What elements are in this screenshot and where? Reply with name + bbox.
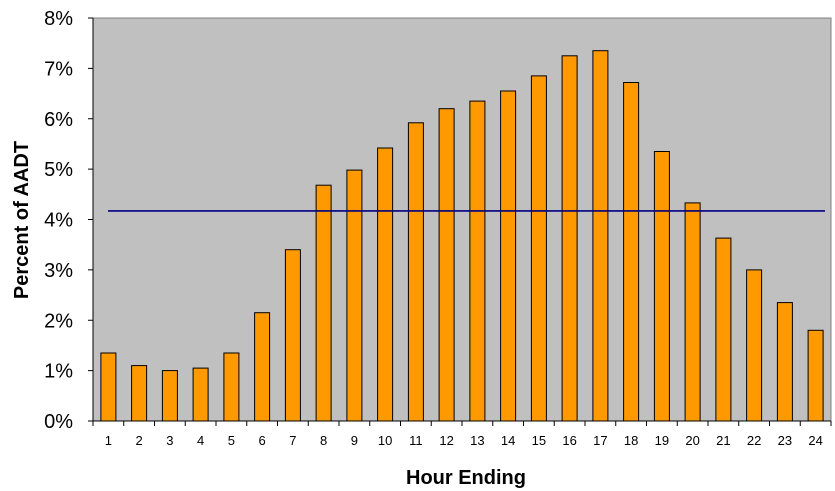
y-tick-label: 5% xyxy=(44,159,73,181)
x-tick-label: 17 xyxy=(593,433,607,448)
bar-hour-14 xyxy=(500,90,517,422)
bar-hour-13 xyxy=(469,100,486,422)
x-tick-label: 11 xyxy=(409,433,423,448)
y-tick-label: 3% xyxy=(44,260,73,282)
y-tick-label: 0% xyxy=(44,411,73,433)
bar-hour-12 xyxy=(438,108,455,422)
bar-hour-20 xyxy=(684,202,701,422)
x-tick-label: 2 xyxy=(135,433,142,448)
x-tick-label: 9 xyxy=(351,433,358,448)
x-tick-label: 24 xyxy=(808,433,822,448)
bar-hour-6 xyxy=(254,312,271,422)
x-tick-label: 15 xyxy=(532,433,546,448)
y-tick-label: 1% xyxy=(44,361,73,383)
bar-hour-1 xyxy=(100,352,117,422)
x-tick-label: 6 xyxy=(258,433,265,448)
bar-hour-24 xyxy=(807,329,824,422)
x-tick-label: 13 xyxy=(470,433,484,448)
x-tick-label: 3 xyxy=(166,433,173,448)
x-tick-label: 23 xyxy=(778,433,792,448)
x-tick-label: 4 xyxy=(197,433,204,448)
x-tick-label: 5 xyxy=(228,433,235,448)
bar-hour-5 xyxy=(223,352,240,422)
y-axis-title: Percent of AADT xyxy=(11,141,33,299)
x-tick-label: 10 xyxy=(378,433,392,448)
bar-hour-15 xyxy=(530,75,547,422)
bar-hour-19 xyxy=(653,151,670,422)
bar-hour-17 xyxy=(592,50,609,422)
bar-hour-8 xyxy=(315,184,332,422)
x-tick-label: 21 xyxy=(716,433,730,448)
x-tick-label: 12 xyxy=(439,433,453,448)
x-tick-label: 19 xyxy=(655,433,669,448)
bar-hour-21 xyxy=(715,237,732,422)
bar-hour-16 xyxy=(561,55,578,422)
y-tick-label: 8% xyxy=(44,8,73,30)
bar-hour-4 xyxy=(192,367,209,422)
bar-hour-22 xyxy=(746,269,763,422)
x-tick-label: 1 xyxy=(105,433,112,448)
y-tick-label: 6% xyxy=(44,109,73,131)
bar-hour-18 xyxy=(623,82,640,422)
y-tick-label: 7% xyxy=(44,58,73,80)
x-tick-label: 22 xyxy=(747,433,761,448)
x-tick-label: 16 xyxy=(562,433,576,448)
x-tick-label: 8 xyxy=(320,433,327,448)
bar-hour-10 xyxy=(377,147,394,422)
bar-hour-7 xyxy=(284,249,301,422)
x-tick-label: 14 xyxy=(501,433,515,448)
bar-hour-9 xyxy=(346,169,363,422)
y-tick-label: 4% xyxy=(44,210,73,232)
bar-hour-11 xyxy=(407,122,424,422)
x-tick-label: 18 xyxy=(624,433,638,448)
bar-hour-23 xyxy=(776,302,793,422)
x-tick-label: 20 xyxy=(685,433,699,448)
x-tick-label: 7 xyxy=(289,433,296,448)
bar-hour-2 xyxy=(131,365,148,422)
x-axis-title: Hour Ending xyxy=(406,467,526,489)
plot-area xyxy=(92,17,832,422)
y-tick-label: 2% xyxy=(44,310,73,332)
bar-hour-3 xyxy=(161,370,178,422)
